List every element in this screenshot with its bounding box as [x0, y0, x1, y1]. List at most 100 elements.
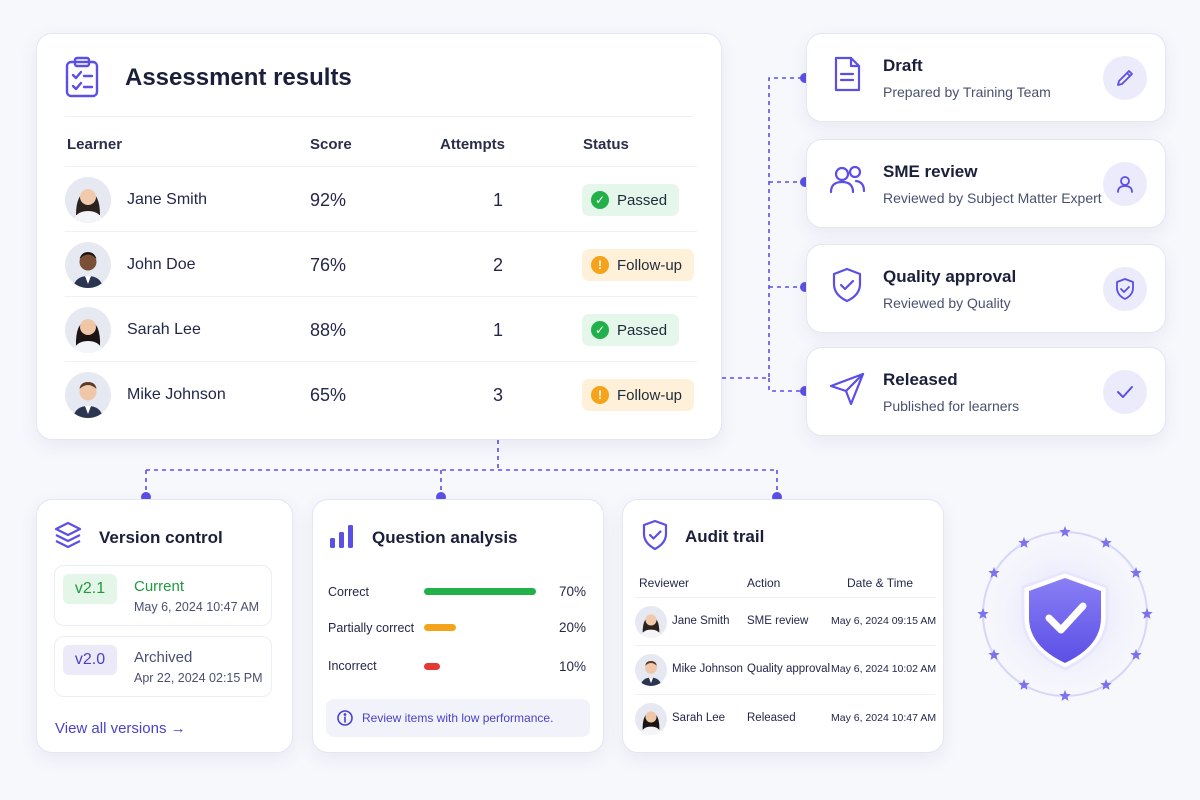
column-header-status[interactable]: Status — [583, 136, 629, 153]
reviewer-name: Mike Johnson — [672, 663, 743, 675]
clipboard-checklist-icon — [63, 56, 103, 100]
star-icon — [977, 608, 989, 619]
audit-datetime: May 6, 2024 09:15 AM — [831, 615, 937, 627]
step-subtitle: Reviewed by Subject Matter Expert — [883, 190, 1102, 206]
chart-bar — [424, 624, 456, 631]
send-icon — [827, 368, 867, 408]
chart-label: Incorrect — [328, 659, 377, 673]
column-header-datetime[interactable]: Date & Time — [847, 576, 914, 590]
star-icon — [1130, 649, 1142, 660]
star-icon — [1018, 679, 1030, 690]
assessment-results-card: Assessment results Learner Score Attempt… — [36, 33, 722, 440]
hint-text: Review items with low performance. — [362, 711, 554, 725]
learner-attempts: 1 — [492, 190, 503, 210]
bar-chart-icon — [328, 522, 356, 550]
divider — [65, 116, 693, 117]
learner-score: 88% — [310, 320, 347, 340]
card-title: Question analysis — [372, 528, 518, 547]
chart-label: Partially correct — [328, 621, 415, 635]
warning-circle-icon: ! — [591, 256, 609, 274]
step-title: Draft — [883, 56, 923, 75]
step-subtitle: Prepared by Training Team — [883, 84, 1051, 100]
star-icon — [988, 567, 1000, 578]
status-badge: ! Follow-up — [582, 249, 695, 281]
column-header-action[interactable]: Action — [747, 576, 781, 590]
audit-datetime: May 6, 2024 10:47 AM — [831, 712, 937, 724]
table-row[interactable]: Mike Johnson 65% 3 ! Follow-up — [65, 361, 697, 426]
workflow-step-released[interactable]: Released Published for learners — [806, 347, 1166, 436]
table-row[interactable]: Sarah Lee Released May 6, 2024 10:47 AM — [635, 694, 937, 742]
status-badge: ✓ Passed — [582, 184, 680, 216]
audit-action: Released — [747, 712, 796, 724]
pencil-icon[interactable] — [1103, 56, 1147, 100]
chart-value: 10% — [558, 659, 586, 674]
page-title: Assessment results — [125, 64, 352, 91]
version-tag: v2.1 — [63, 574, 117, 604]
learner-name: Mike Johnson — [127, 386, 226, 403]
avatar — [65, 242, 111, 288]
learner-attempts: 3 — [492, 385, 503, 405]
connector-node — [800, 386, 810, 396]
workflow-step-sme-review[interactable]: SME review Reviewed by Subject Matter Ex… — [806, 139, 1166, 228]
avatar — [635, 703, 667, 735]
column-header-reviewer[interactable]: Reviewer — [639, 576, 690, 590]
shield-check-icon — [827, 265, 867, 305]
layers-icon — [53, 520, 83, 552]
status-label: Passed — [617, 321, 668, 339]
table-row[interactable]: Jane Smith SME review May 6, 2024 09:15 … — [635, 597, 937, 645]
step-subtitle: Published for learners — [883, 398, 1020, 414]
connector-node — [436, 492, 446, 502]
table-row[interactable]: John Doe 76% 2 ! Follow-up — [65, 231, 697, 296]
check-circle-icon: ✓ — [591, 191, 609, 209]
user-icon[interactable] — [1103, 162, 1147, 206]
chart-value: 20% — [558, 620, 586, 635]
version-date: Apr 22, 2024 02:15 PM — [134, 671, 263, 685]
card-title: Audit trail — [685, 527, 765, 546]
avatar — [635, 606, 667, 638]
hint-banner[interactable]: Review items with low performance. — [326, 699, 590, 737]
star-icon — [988, 649, 1000, 660]
warning-circle-icon: ! — [591, 386, 609, 404]
document-icon — [827, 54, 867, 94]
connector-node — [772, 492, 782, 502]
star-icon — [1141, 608, 1153, 619]
connector-node — [800, 73, 810, 83]
learner-name: Sarah Lee — [127, 321, 201, 338]
learner-name: John Doe — [127, 256, 196, 273]
star-icon — [1130, 567, 1142, 578]
status-badge: ! Follow-up — [582, 379, 695, 411]
avatar — [635, 654, 667, 686]
version-item[interactable]: v2.1 Current May 6, 2024 10:47 AM — [54, 565, 272, 626]
check-icon[interactable] — [1103, 370, 1147, 414]
version-item[interactable]: v2.0 Archived Apr 22, 2024 02:15 PM — [54, 636, 272, 697]
shield-check-icon[interactable] — [1103, 267, 1147, 311]
learner-score: 76% — [310, 255, 347, 275]
check-circle-icon: ✓ — [591, 321, 609, 339]
column-header-score[interactable]: Score — [310, 136, 352, 153]
version-date: May 6, 2024 10:47 AM — [134, 600, 260, 614]
chart-value: 70% — [558, 584, 586, 599]
column-header-learner[interactable]: Learner — [67, 136, 123, 153]
version-state: Archived — [134, 649, 193, 666]
status-label: Follow-up — [617, 386, 683, 404]
workflow-step-draft[interactable]: Draft Prepared by Training Team — [806, 33, 1166, 122]
users-icon — [827, 160, 867, 200]
status-badge: ✓ Passed — [582, 314, 680, 346]
table-row[interactable]: Sarah Lee 88% 1 ✓ Passed — [65, 296, 697, 361]
table-row[interactable]: Mike Johnson Quality approval May 6, 202… — [635, 645, 936, 693]
chart-bar — [424, 663, 440, 670]
table-row[interactable]: Jane Smith 92% 1 ✓ Passed — [65, 166, 697, 231]
audit-action: SME review — [747, 615, 809, 627]
question-analysis-card: Question analysis Correct 70% Partially … — [312, 499, 604, 753]
shield-check-icon — [641, 519, 669, 551]
connector-node — [800, 177, 810, 187]
compliance-shield-emblem — [965, 514, 1165, 714]
column-header-attempts[interactable]: Attempts — [440, 136, 506, 153]
step-title: SME review — [883, 162, 978, 181]
learner-score: 92% — [310, 190, 347, 210]
status-label: Passed — [617, 191, 668, 209]
workflow-step-quality-approval[interactable]: Quality approval Reviewed by Quality — [806, 244, 1166, 333]
learner-score: 65% — [310, 385, 347, 405]
learner-attempts: 2 — [492, 255, 503, 275]
view-all-versions-link[interactable]: View all versions → — [55, 720, 186, 737]
